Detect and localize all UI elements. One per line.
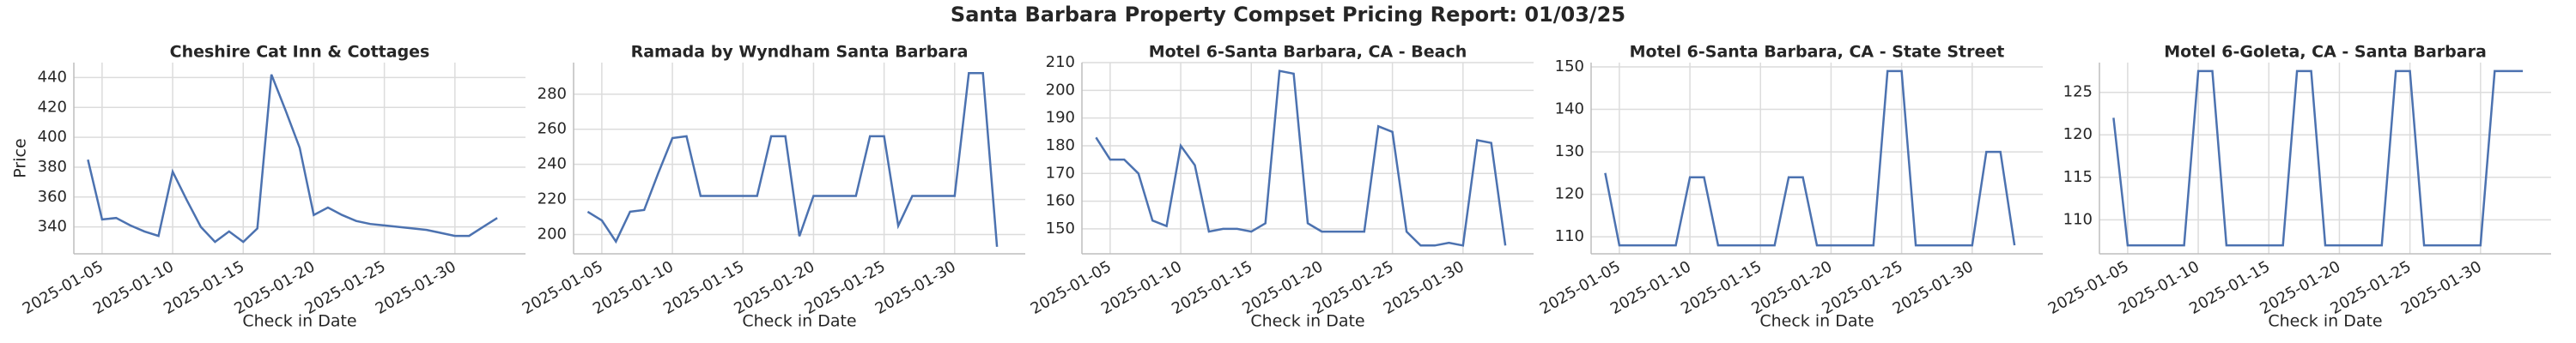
subplot-title: Ramada by Wyndham Santa Barbara (631, 43, 969, 62)
y-tick-label: 115 (2063, 168, 2093, 186)
x-axis-label: Check in Date (1759, 312, 1874, 331)
figure-title: Santa Barbara Property Compset Pricing R… (951, 3, 1625, 27)
y-tick-label: 125 (2063, 83, 2093, 101)
x-tick-label: 2025-01-30 (1890, 257, 1977, 317)
subplot-title: Motel 6-Santa Barbara, CA - Beach (1149, 43, 1467, 62)
y-tick-label: 190 (1046, 109, 1075, 127)
y-tick-label: 120 (2063, 125, 2093, 143)
y-tick-label: 180 (1046, 136, 1075, 154)
x-tick-label: 2025-01-30 (1381, 257, 1467, 317)
x-axis-label: Check in Date (242, 312, 356, 331)
y-tick-label: 170 (1046, 164, 1075, 182)
y-tick-label: 200 (538, 225, 567, 243)
y-tick-label: 110 (2063, 210, 2093, 228)
price-line (2112, 69, 2524, 247)
y-tick-label: 130 (1555, 142, 1584, 160)
price-line (1095, 69, 1507, 247)
y-tick-label: 220 (538, 190, 567, 208)
x-axis-label: Check in Date (1250, 312, 1364, 331)
price-line (87, 74, 498, 244)
y-tick-label: 110 (1555, 227, 1584, 245)
y-tick-label: 210 (1046, 53, 1075, 71)
x-tick-label: 2025-01-30 (2398, 257, 2485, 317)
x-axis-label: Check in Date (2268, 312, 2382, 331)
y-tick-label: 440 (38, 68, 67, 86)
price-line (1604, 69, 2016, 247)
subplot-title: Motel 6-Santa Barbara, CA - State Street (1630, 43, 2005, 62)
subplot-title: Motel 6-Goleta, CA - Santa Barbara (2164, 43, 2487, 62)
x-tick-label: 2025-01-30 (373, 257, 459, 317)
y-axis-label: Price (11, 138, 30, 178)
price-line (586, 72, 999, 247)
y-tick-label: 200 (1046, 81, 1075, 99)
y-tick-label: 360 (38, 188, 67, 206)
subplot-title: Cheshire Cat Inn & Cottages (170, 43, 430, 62)
y-tick-label: 400 (38, 128, 67, 146)
x-tick-label: 2025-01-30 (872, 257, 959, 317)
y-tick-label: 160 (1046, 192, 1075, 210)
y-tick-label: 240 (538, 155, 567, 173)
y-tick-label: 120 (1555, 185, 1584, 203)
y-tick-label: 150 (1555, 57, 1584, 75)
y-tick-label: 140 (1555, 100, 1584, 118)
y-tick-label: 420 (38, 98, 67, 116)
y-tick-label: 260 (538, 120, 567, 138)
y-tick-label: 280 (538, 85, 567, 103)
y-tick-label: 150 (1046, 220, 1075, 238)
y-tick-label: 380 (38, 158, 67, 176)
y-tick-label: 340 (38, 218, 67, 236)
x-axis-label: Check in Date (742, 312, 856, 331)
